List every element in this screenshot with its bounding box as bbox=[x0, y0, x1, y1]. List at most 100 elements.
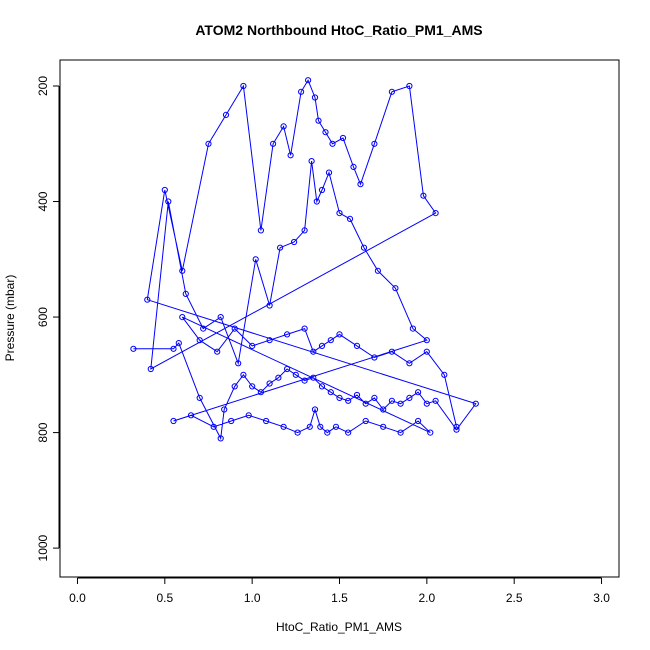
data-point bbox=[311, 94, 319, 101]
data-point bbox=[317, 423, 324, 430]
data-point bbox=[308, 158, 315, 165]
data-point bbox=[210, 423, 217, 430]
data-point bbox=[301, 325, 308, 332]
y-tick-label: 600 bbox=[36, 307, 50, 327]
data-point bbox=[130, 345, 137, 352]
data-point bbox=[240, 371, 247, 378]
data-point bbox=[231, 383, 238, 390]
data-point bbox=[339, 134, 347, 142]
data-point bbox=[423, 348, 430, 355]
data-point bbox=[161, 186, 168, 194]
y-tick-label: 800 bbox=[36, 422, 50, 442]
chart-title: ATOM2 Northbound HtoC_Ratio_PM1_AMS bbox=[195, 22, 482, 38]
x-tick-label: 0.5 bbox=[156, 591, 173, 605]
x-axis: 0.0 0.5 1.0 1.5 2.0 2.5 3.0 bbox=[69, 577, 610, 605]
data-point bbox=[249, 342, 256, 349]
x-tick-label: 2.5 bbox=[506, 591, 523, 605]
data-point bbox=[196, 394, 203, 401]
data-point bbox=[346, 215, 354, 222]
data-point bbox=[332, 423, 340, 430]
data-point bbox=[441, 371, 448, 378]
data-point bbox=[345, 429, 352, 436]
data-point bbox=[350, 163, 357, 170]
data-point bbox=[235, 360, 242, 367]
data-point bbox=[329, 140, 336, 147]
data-point bbox=[170, 417, 177, 425]
data-point bbox=[284, 365, 291, 373]
data-point bbox=[423, 337, 430, 344]
data-point bbox=[336, 210, 343, 217]
data-point bbox=[406, 394, 413, 401]
data-point bbox=[380, 406, 387, 413]
y-tick-label: 200 bbox=[36, 76, 50, 96]
data-point bbox=[311, 406, 319, 413]
data-point bbox=[322, 129, 329, 136]
data-point bbox=[217, 435, 224, 442]
data-points bbox=[130, 77, 479, 442]
y-axis-label: Pressure (mbar) bbox=[3, 275, 17, 362]
data-point bbox=[353, 342, 361, 349]
data-point bbox=[275, 374, 282, 381]
data-point bbox=[187, 412, 195, 419]
data-point bbox=[409, 325, 416, 332]
x-axis-label: HtoC_Ratio_PM1_AMS bbox=[276, 620, 402, 634]
data-point bbox=[432, 397, 439, 404]
data-point bbox=[305, 77, 312, 84]
data-point bbox=[257, 227, 264, 234]
data-point bbox=[287, 152, 294, 159]
y-tick-label: 1000 bbox=[36, 534, 50, 561]
data-point bbox=[257, 389, 264, 396]
data-point bbox=[327, 389, 334, 396]
data-point bbox=[415, 389, 422, 396]
data-point bbox=[214, 348, 221, 355]
data-point bbox=[291, 238, 298, 246]
data-point bbox=[472, 400, 479, 407]
data-point bbox=[196, 337, 203, 344]
data-point bbox=[371, 140, 378, 147]
data-point bbox=[228, 417, 235, 425]
data-point bbox=[310, 374, 317, 381]
data-point bbox=[420, 192, 427, 199]
data-point bbox=[362, 400, 369, 407]
data-point bbox=[147, 365, 154, 373]
data-point bbox=[231, 325, 238, 332]
data-point bbox=[380, 423, 387, 430]
data-point bbox=[175, 340, 182, 347]
data-point bbox=[397, 400, 404, 407]
data-point bbox=[353, 391, 361, 399]
data-point bbox=[360, 244, 368, 251]
data-point bbox=[388, 88, 395, 95]
data-point bbox=[318, 186, 326, 194]
data-point bbox=[415, 417, 422, 425]
data-point bbox=[165, 198, 172, 205]
data-point bbox=[280, 123, 287, 130]
x-tick-label: 1.5 bbox=[331, 591, 348, 605]
data-point bbox=[336, 331, 343, 338]
data-point bbox=[427, 429, 434, 436]
y-tick-label: 400 bbox=[36, 191, 50, 211]
data-point bbox=[432, 210, 439, 217]
data-point bbox=[306, 423, 313, 430]
data-point bbox=[217, 314, 224, 321]
data-point bbox=[371, 394, 378, 401]
data-point bbox=[294, 429, 301, 436]
data-point bbox=[270, 140, 277, 147]
data-lines bbox=[133, 79, 477, 441]
data-point bbox=[318, 383, 326, 390]
data-point bbox=[453, 426, 460, 433]
data-point bbox=[222, 111, 230, 119]
data-point bbox=[423, 400, 430, 407]
data-point bbox=[301, 377, 308, 384]
data-point bbox=[144, 296, 151, 303]
x-tick-label: 1.0 bbox=[244, 591, 261, 605]
data-point bbox=[170, 345, 177, 352]
data-point bbox=[371, 354, 378, 361]
data-point bbox=[298, 88, 305, 95]
data-point bbox=[245, 412, 252, 419]
data-point bbox=[325, 169, 333, 176]
x-tick-label: 3.0 bbox=[593, 591, 610, 605]
data-point bbox=[182, 290, 189, 297]
data-point bbox=[327, 337, 334, 344]
x-tick-label: 0.0 bbox=[69, 591, 86, 605]
